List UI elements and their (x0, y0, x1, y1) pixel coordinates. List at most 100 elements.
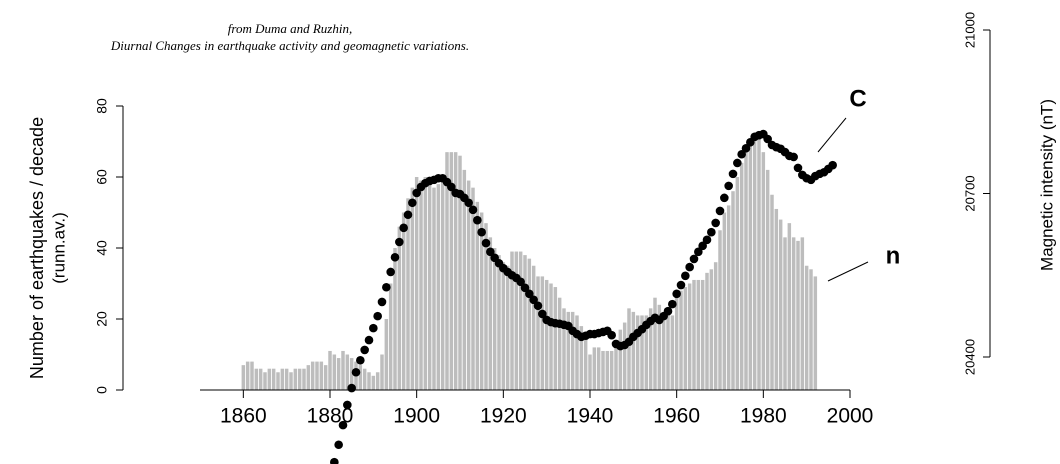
bar (562, 308, 566, 390)
bar (505, 265, 510, 390)
x-tick-label: 1980 (740, 405, 787, 428)
point (672, 289, 681, 299)
point (330, 457, 339, 464)
point (473, 215, 482, 225)
bar (618, 329, 623, 390)
point (386, 267, 395, 277)
point (399, 223, 408, 233)
bar (514, 251, 519, 390)
point (689, 254, 699, 264)
y-tick-label: 60 (94, 169, 110, 185)
bar (696, 279, 701, 390)
bar (648, 308, 653, 390)
y-tick-label: 20 (94, 311, 110, 327)
point (373, 311, 382, 321)
point (390, 252, 400, 262)
point (447, 182, 456, 192)
bar (393, 248, 397, 390)
bar (687, 283, 692, 390)
point (663, 306, 673, 316)
point (724, 181, 733, 191)
point (395, 237, 404, 247)
point (793, 163, 803, 173)
bar (436, 184, 441, 390)
bar (609, 350, 614, 390)
bar (601, 350, 605, 390)
bar (380, 354, 384, 390)
y-tick-label: 0 (94, 386, 110, 394)
bar (375, 372, 380, 390)
bar (631, 311, 636, 390)
bar (748, 137, 753, 390)
bar (397, 226, 402, 390)
bar (653, 297, 657, 390)
x-tick-label: 1940 (567, 405, 614, 428)
bar (787, 223, 792, 390)
point (694, 247, 703, 257)
bar (579, 326, 584, 390)
point (360, 345, 369, 355)
point (789, 152, 798, 162)
bar (497, 255, 501, 390)
bar (319, 361, 324, 390)
point (525, 289, 534, 299)
bar (276, 372, 280, 390)
bar (709, 269, 714, 390)
bar (401, 212, 406, 390)
point (481, 238, 491, 248)
bar (705, 272, 709, 390)
x-tick-label: 1880 (307, 405, 354, 428)
point (533, 301, 543, 311)
point (377, 297, 387, 307)
point (464, 198, 473, 208)
bar (271, 368, 276, 390)
bar (362, 368, 367, 390)
bar (540, 276, 545, 390)
point (828, 160, 837, 170)
x-tick-label: 2000 (827, 405, 874, 428)
bar (263, 372, 267, 390)
bar (739, 162, 744, 390)
bar (614, 347, 618, 390)
point (676, 280, 686, 290)
bar (722, 212, 727, 390)
bar (471, 187, 475, 390)
pointer-line (827, 261, 869, 282)
point (698, 241, 707, 251)
bar (297, 368, 302, 390)
bar (813, 276, 818, 390)
bar (809, 269, 813, 390)
bar (692, 279, 696, 390)
bar (310, 361, 315, 390)
y2-axis-label: Magnetic intensity (nT) (1037, 99, 1056, 271)
bar (419, 180, 423, 390)
point (685, 262, 694, 272)
bar (423, 177, 428, 390)
bar (592, 347, 597, 390)
bar (778, 219, 783, 390)
bar (544, 279, 549, 390)
bar (553, 287, 558, 390)
bar (731, 191, 735, 390)
bar (250, 361, 254, 390)
bar (280, 368, 285, 390)
bar (306, 365, 311, 390)
bar (622, 322, 627, 390)
bar (367, 372, 371, 390)
bar (479, 212, 484, 390)
bar (596, 347, 601, 390)
point (468, 205, 478, 215)
bar (791, 237, 796, 390)
bar (518, 251, 523, 390)
y-tick-label: 80 (94, 98, 110, 114)
bar (406, 198, 410, 390)
bar (635, 315, 640, 390)
bar (570, 311, 575, 390)
citation: from Duma and Ruzhin, (228, 21, 352, 36)
point (364, 335, 374, 345)
point (347, 383, 356, 393)
bar (492, 248, 497, 390)
y2-tick-label: 21000 (962, 12, 977, 48)
bar (245, 361, 250, 390)
